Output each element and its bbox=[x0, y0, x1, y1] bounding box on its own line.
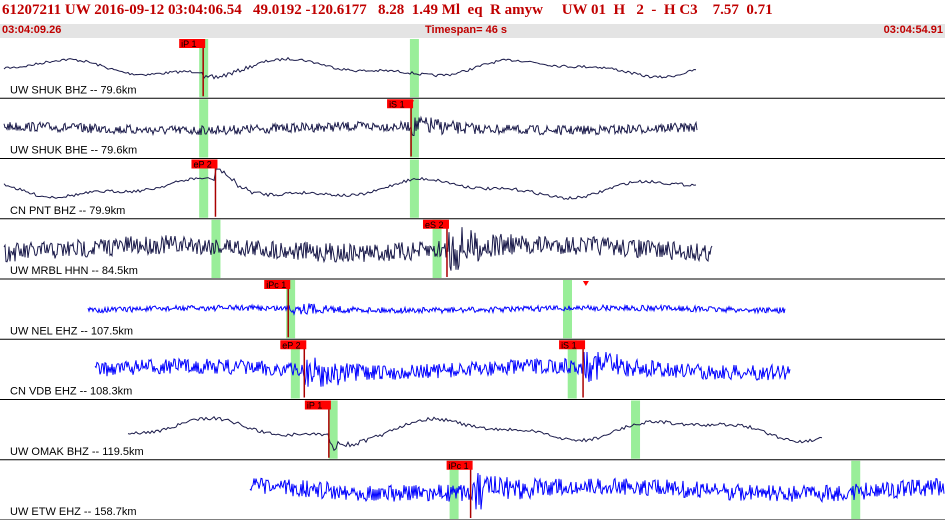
pick-flag[interactable] bbox=[446, 460, 473, 470]
waveform-trace bbox=[3, 56, 697, 80]
pick-window[interactable] bbox=[432, 219, 442, 278]
pick-label: eP 2 bbox=[193, 160, 211, 170]
pick-window[interactable] bbox=[328, 400, 338, 459]
trace-row[interactable]: iS 1 UW SHUK BHE -- 79.6km bbox=[0, 99, 945, 159]
pick-window[interactable] bbox=[851, 460, 861, 519]
time-axis-bar: 03:04:09.26 Timespan= 46 s 03:04:54.91 bbox=[0, 24, 945, 38]
event-header: 61207211 UW 2016-09-12 03:04:06.54 49.01… bbox=[0, 0, 945, 38]
start-time-label: 03:04:09.26 bbox=[2, 24, 62, 36]
station-label: UW MRBL HHN -- 84.5km bbox=[10, 265, 138, 277]
pick-window[interactable] bbox=[199, 159, 209, 218]
station-label: UW SHUK BHZ -- 79.6km bbox=[10, 84, 137, 96]
pick-flag[interactable] bbox=[387, 99, 414, 109]
pick-window[interactable] bbox=[409, 39, 419, 98]
trace-row[interactable]: eS 2 UW MRBL HHN -- 84.5km bbox=[0, 219, 945, 280]
pick-label: iPc 1 bbox=[449, 461, 469, 471]
pick-flag[interactable] bbox=[304, 400, 331, 410]
pick-label: iS 1 bbox=[561, 340, 577, 350]
pick-label: iP 1 bbox=[307, 401, 322, 411]
pick-flag[interactable] bbox=[179, 39, 206, 48]
waveform-trace bbox=[3, 115, 698, 137]
trace-row[interactable]: iPc 1 UW NEL EHZ -- 107.5km bbox=[0, 280, 945, 340]
pick-window[interactable] bbox=[567, 340, 577, 399]
pick-window[interactable] bbox=[409, 159, 419, 218]
station-label: UW OMAK BHZ -- 119.5km bbox=[10, 446, 144, 458]
pick-label: eS 2 bbox=[425, 220, 444, 230]
station-label: UW NEL EHZ -- 107.5km bbox=[10, 325, 133, 337]
pick-flag[interactable] bbox=[191, 159, 218, 169]
waveform-trace bbox=[87, 303, 786, 316]
pick-label: iS 1 bbox=[389, 99, 405, 109]
pick-flag[interactable] bbox=[422, 219, 449, 229]
trace-row[interactable]: iP 1 UW OMAK BHZ -- 119.5km bbox=[0, 400, 945, 461]
waveform-trace bbox=[94, 351, 791, 387]
pick-window[interactable] bbox=[211, 219, 221, 278]
waveform-trace bbox=[127, 416, 823, 452]
seismogram-panel[interactable]: iP 1 UW SHUK BHZ -- 79.6km iS 1 UW SHUK BHE… bbox=[0, 38, 945, 520]
pick-flag[interactable] bbox=[559, 340, 586, 350]
arrival-arrow-icon bbox=[582, 281, 589, 286]
station-label: UW SHUK BHE -- 79.6km bbox=[10, 145, 137, 157]
trace-row[interactable]: eP 2 CN PNT BHZ -- 79.9km bbox=[0, 159, 945, 220]
trace-row[interactable]: eP 2 iS 1 CN VDB EHZ -- 108.3km bbox=[0, 340, 945, 400]
timespan-label: Timespan= 46 s bbox=[425, 24, 508, 36]
waveform-trace bbox=[3, 227, 713, 271]
end-time-label: 03:04:54.91 bbox=[883, 24, 943, 36]
pick-flag[interactable] bbox=[264, 280, 291, 289]
pick-window[interactable] bbox=[631, 400, 641, 459]
trace-row[interactable]: iPc 1 UW ETW EHZ -- 158.7km bbox=[0, 460, 945, 520]
pick-label: iP 1 bbox=[181, 39, 196, 49]
pick-label: eP 2 bbox=[282, 340, 300, 350]
event-summary-title: 61207211 UW 2016-09-12 03:04:06.54 49.01… bbox=[2, 2, 773, 18]
station-label: CN PNT BHZ -- 79.9km bbox=[10, 205, 125, 217]
pick-window[interactable] bbox=[286, 280, 296, 339]
station-label: UW ETW EHZ -- 158.7km bbox=[10, 506, 137, 518]
pick-flag[interactable] bbox=[280, 340, 307, 350]
arrival-arrow-icon bbox=[408, 100, 415, 106]
waveform-trace bbox=[3, 168, 697, 201]
station-label: CN VDB EHZ -- 108.3km bbox=[10, 386, 132, 398]
pick-window[interactable] bbox=[290, 340, 300, 399]
pick-label: iPc 1 bbox=[266, 280, 286, 290]
trace-row[interactable]: iP 1 UW SHUK BHZ -- 79.6km bbox=[0, 39, 945, 99]
waveform-trace bbox=[249, 472, 945, 510]
